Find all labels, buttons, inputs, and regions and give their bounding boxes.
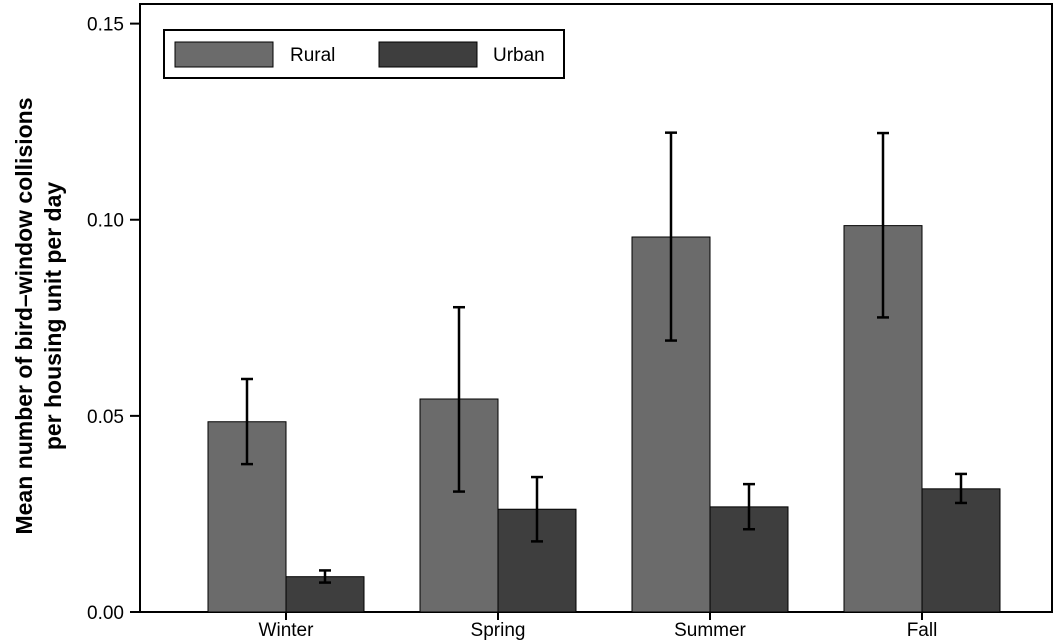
y-tick-label: 0.15 [87,15,124,36]
x-axis-ticks: Winter Spring Summer Fall [259,612,938,640]
x-tick-label: Fall [907,620,938,640]
y-axis-title-line-2: per housing unit per day [40,182,66,451]
y-axis-ticks: 0.00 0.05 0.10 0.15 [87,15,140,624]
plot-frame [139,3,1053,613]
x-tick-label: Spring [471,620,526,640]
x-tick-label: Winter [259,620,315,640]
y-tick-label: 0.10 [87,211,124,232]
y-tick-label: 0.05 [87,407,124,428]
error-bars [241,131,967,584]
legend-swatch-urban [378,41,478,68]
y-axis-title-line-1: Mean number of bird–window collisions [11,97,37,534]
legend-swatch-rural [174,41,274,68]
bars [207,225,1001,613]
x-tick-label: Summer [674,620,746,640]
legend-label-urban: Urban [493,45,545,66]
legend-label-rural: Rural [290,45,335,66]
y-tick-label: 0.00 [87,603,124,624]
legend: Rural Urban [163,29,565,79]
bar-urban-fall [921,488,1001,613]
y-axis-title: Mean number of bird–window collisions pe… [11,97,66,534]
